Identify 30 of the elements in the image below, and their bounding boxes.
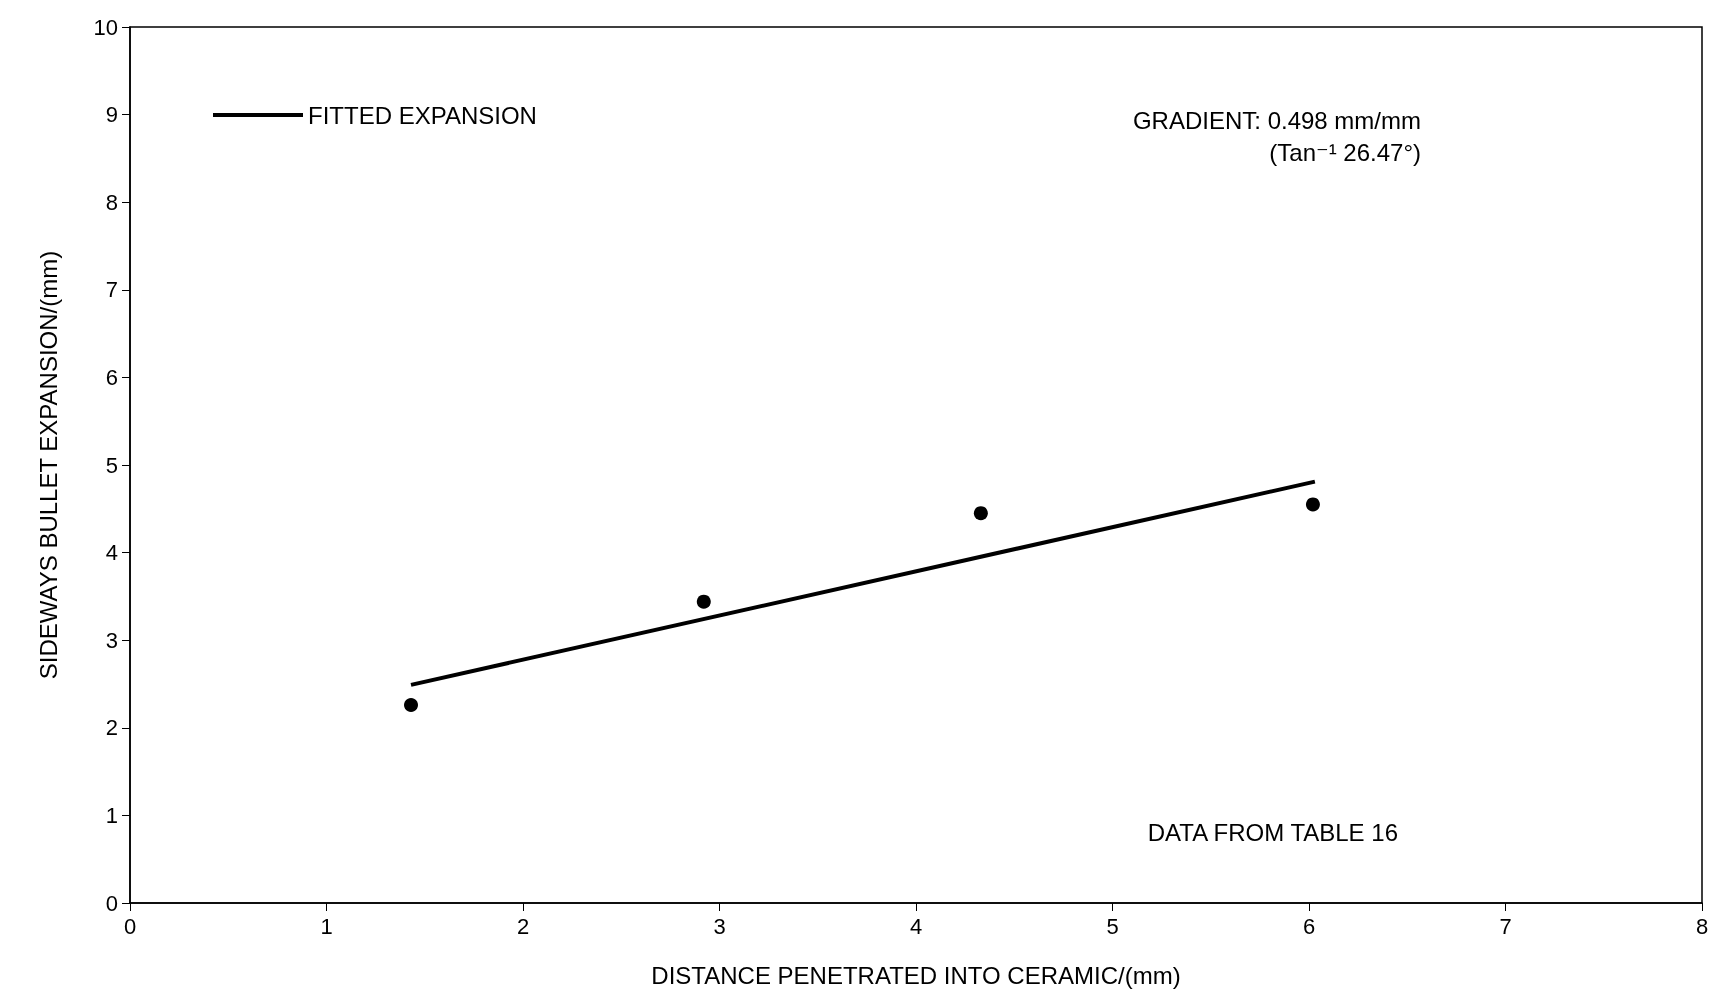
- y-tick-label: 9: [105, 102, 118, 128]
- y-tick-label: 0: [105, 890, 118, 916]
- x-axis-title: DISTANCE PENETRATED INTO CERAMIC/(mm): [651, 961, 1181, 989]
- y-axis-title: SIDEWAYS BULLET EXPANSION/(mm): [34, 250, 62, 680]
- x-tick-label: 5: [1106, 913, 1119, 939]
- x-tick-label: 7: [1499, 913, 1512, 939]
- annotation: DATA FROM TABLE 16: [1147, 818, 1398, 846]
- y-tick-label: 1: [105, 802, 118, 828]
- y-tick-label: 5: [105, 452, 118, 478]
- legend-label: FITTED EXPANSION: [308, 101, 537, 129]
- y-tick-label: 6: [105, 364, 118, 390]
- x-tick-label: 1: [320, 913, 333, 939]
- y-tick-label: 7: [105, 277, 118, 303]
- y-tick-label: 2: [105, 715, 118, 741]
- x-tick-label: 6: [1302, 913, 1316, 939]
- x-tick-label: 0: [123, 913, 137, 939]
- point: [1305, 497, 1320, 512]
- point: [973, 506, 988, 521]
- y-tick-label: 4: [105, 540, 118, 566]
- x-tick-label: 8: [1695, 913, 1709, 939]
- annotation: (Tan⁻¹ 26.47°): [1269, 138, 1421, 166]
- annotation: GRADIENT: 0.498 mm/mm: [1132, 106, 1421, 134]
- point: [696, 594, 711, 609]
- x-tick-label: 3: [713, 913, 726, 939]
- point: [404, 698, 418, 713]
- x-tick-label: 4: [909, 913, 923, 939]
- y-tick-label: 10: [93, 14, 118, 40]
- x-tick-label: 2: [516, 913, 530, 939]
- y-tick-label: 8: [105, 189, 118, 215]
- y-tick-label: 3: [105, 627, 118, 653]
